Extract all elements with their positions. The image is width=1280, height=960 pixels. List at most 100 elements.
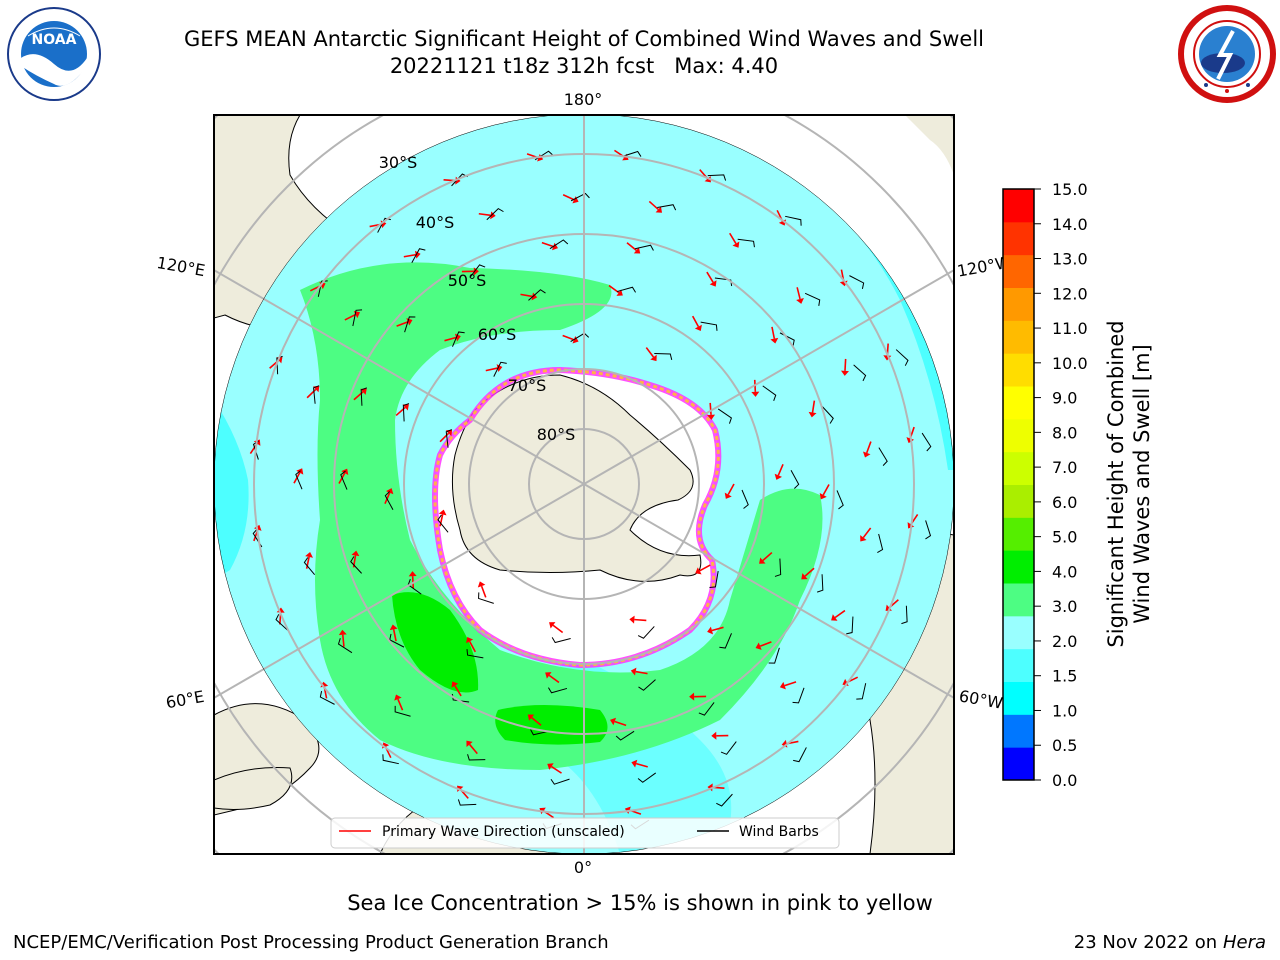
- wind-barb: [394, 705, 411, 717]
- wave-arrow: [706, 271, 714, 283]
- wave-arrow: [397, 698, 404, 711]
- wind-barb: [528, 289, 546, 301]
- wave-arrow-head: [755, 642, 762, 650]
- wave-arrow-head: [770, 337, 779, 344]
- wind-barb: [615, 730, 635, 741]
- legend-barb-label: Wind Barbs: [739, 824, 819, 840]
- wind-barb: [637, 626, 655, 639]
- noaa-logo: NOAA: [7, 7, 101, 101]
- wave-arrow-head: [751, 391, 760, 397]
- wave-arrow-head: [572, 196, 579, 204]
- wave-arrow: [729, 232, 737, 244]
- wave-arrow-head: [305, 552, 313, 558]
- wind-barb: [622, 150, 642, 157]
- wave-arrow: [444, 336, 457, 342]
- wave-arrow-head: [408, 571, 417, 577]
- wind-barb: [804, 292, 821, 306]
- wind-barb: [657, 204, 677, 211]
- wave-arrow-head: [616, 289, 623, 296]
- wind-barb: [530, 729, 550, 736]
- wave-arrow: [635, 762, 648, 768]
- wind-barb: [493, 361, 507, 377]
- wave-arrow-head: [457, 785, 464, 792]
- wind-barb: [720, 741, 737, 755]
- wind-barb: [637, 772, 657, 783]
- wave-arrow-head: [414, 250, 421, 259]
- wave-arrow: [822, 484, 830, 496]
- wind-barb: [634, 244, 654, 251]
- wave-arrow-head: [394, 694, 402, 701]
- wave-arrow-head: [549, 622, 556, 629]
- wave-arrow-head: [819, 493, 827, 500]
- wind-barb: [548, 687, 568, 694]
- wave-arrow-head: [711, 731, 717, 740]
- map-legend: Primary Wave Direction (unscaled) Wind B…: [330, 817, 840, 849]
- wave-arrow-head: [631, 759, 638, 768]
- wave-arrow-head: [351, 550, 360, 557]
- wave-arrow: [834, 609, 846, 619]
- wave-arrow: [562, 334, 575, 341]
- lat-label-70: 70°S: [508, 376, 547, 395]
- wind-barb: [389, 633, 405, 648]
- wind-barb: [853, 364, 867, 382]
- lon-label-bottom: 0°: [574, 858, 592, 877]
- wave-arrow-head: [796, 298, 804, 304]
- wind-barb: [549, 239, 569, 250]
- wave-arrow: [548, 674, 560, 684]
- wave-arrow: [344, 313, 356, 321]
- wind-barb: [570, 192, 590, 202]
- wind-barb: [707, 174, 727, 181]
- lon-label-lower-left: 60°E: [164, 687, 205, 712]
- wave-arrow-head: [389, 624, 398, 631]
- wave-arrow-head: [338, 629, 347, 636]
- wave-arrow-head: [860, 535, 867, 542]
- footer-credit: NCEP/EMC/Verification Post Processing Pr…: [13, 932, 609, 953]
- wave-arrow-head: [707, 414, 716, 420]
- wave-arrow: [439, 432, 450, 443]
- wind-barb: [716, 793, 733, 807]
- wind-barb: [878, 447, 888, 466]
- wind-barb: [377, 217, 391, 233]
- noaa-logo-text: NOAA: [32, 32, 77, 48]
- wind-barb: [466, 649, 484, 659]
- lat-label-50: 50°S: [448, 271, 487, 290]
- lon-label-lower-right: 60°W: [958, 686, 1005, 712]
- wave-arrow-head: [490, 211, 496, 220]
- wave-arrow-head: [531, 292, 538, 301]
- wave-arrow-head: [438, 509, 447, 516]
- wave-arrow: [551, 765, 562, 774]
- wind-barb: [411, 248, 426, 264]
- wind-barb: [714, 277, 733, 287]
- wave-arrow: [384, 492, 391, 505]
- wind-barb: [921, 432, 932, 452]
- wave-arrow: [439, 514, 444, 527]
- wave-arrow-head: [633, 247, 641, 254]
- wave-arrow-head: [360, 388, 367, 395]
- wave-arrow-head: [862, 451, 871, 458]
- wave-arrow-head: [707, 626, 714, 635]
- wind-barb: [846, 616, 854, 635]
- wave-arrow: [811, 400, 816, 413]
- wave-arrow-head: [473, 267, 479, 276]
- wave-arrow: [396, 321, 409, 327]
- wind-barb: [709, 571, 719, 588]
- wave-arrow-head: [650, 354, 657, 362]
- wind-barb: [303, 557, 316, 576]
- wave-arrow-head: [477, 581, 486, 588]
- lon-label-upper-left: 120°E: [155, 253, 206, 280]
- wave-arrow-head: [451, 681, 459, 688]
- wave-arrow-head: [885, 604, 892, 611]
- wind-barb: [877, 533, 884, 553]
- wave-arrow: [759, 641, 772, 647]
- chart-subtitle: 20221121 t18z 312h fcst Max: 4.40: [389, 54, 779, 78]
- wave-arrow-head: [629, 615, 635, 624]
- wave-arrow-head: [572, 335, 579, 344]
- wind-barb: [319, 691, 335, 705]
- sea-ice-note: Sea Ice Concentration > 15% is shown in …: [347, 891, 933, 915]
- wave-arrow: [634, 618, 647, 622]
- wave-arrow-head: [732, 241, 740, 248]
- wave-arrow-head: [774, 473, 783, 480]
- wave-arrow: [709, 402, 712, 415]
- lat-label-40: 40°S: [416, 213, 455, 232]
